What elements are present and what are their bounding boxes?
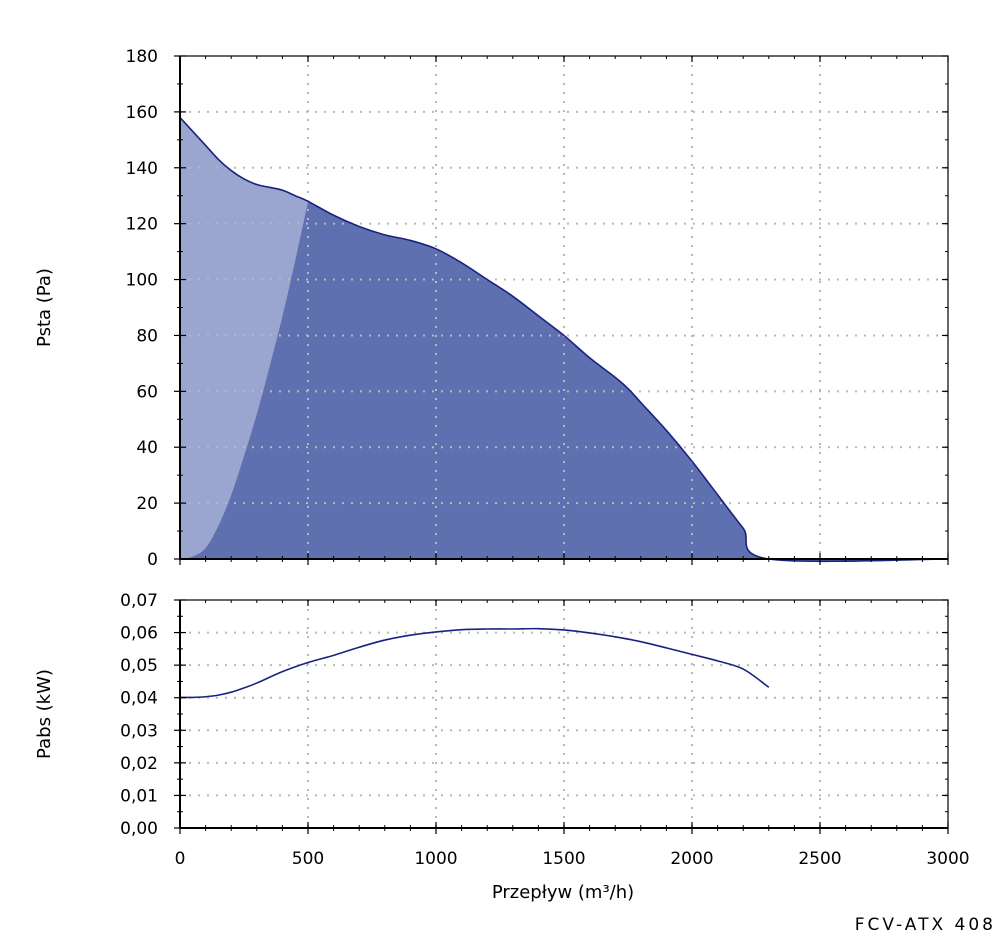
pressure-curve — [179, 116, 949, 563]
power-y-tick-label: 0,00 — [120, 819, 158, 839]
model-label: FCV-ATX 408 — [854, 915, 996, 935]
power-y-axis-title: Pabs (kW) — [34, 669, 55, 759]
pressure-y-tick-label: 60 — [136, 382, 158, 402]
power-x-tick-label: 2500 — [798, 849, 841, 869]
pressure-y-tick-label: 40 — [136, 438, 158, 458]
pressure-y-tick-label: 180 — [126, 47, 158, 67]
power-plot-frame — [179, 599, 949, 829]
pressure-y-axis-title: Psta (Pa) — [34, 268, 55, 347]
power-x-tick-label: 1000 — [414, 849, 457, 869]
power-x-axis-title: Przepływ (m³/h) — [492, 882, 634, 903]
power-x-tick-label: 3000 — [926, 849, 969, 869]
pressure-y-tick-label: 20 — [136, 494, 158, 514]
fan-region-light — [180, 117, 308, 559]
pressure-y-tick-label: 0 — [147, 550, 158, 570]
pressure-y-tick-label: 140 — [126, 159, 158, 179]
pressure-y-tick-label: 160 — [126, 103, 158, 123]
power-y-tick-label: 0,05 — [120, 656, 158, 676]
power-y-tick-label: 0,04 — [120, 689, 158, 709]
power-curve — [179, 627, 770, 699]
power-y-tick-label: 0,06 — [120, 624, 158, 644]
pressure-y-tick-label: 80 — [136, 326, 158, 346]
power-y-tick-label: 0,01 — [120, 786, 158, 806]
power-y-tick-label: 0,07 — [120, 591, 158, 611]
power-x-tick-label: 500 — [292, 849, 324, 869]
pressure-y-tick-label: 100 — [126, 271, 158, 291]
power-x-tick-label: 0 — [175, 849, 186, 869]
power-y-tick-label: 0,02 — [120, 754, 158, 774]
pressure-y-tick-label: 120 — [126, 215, 158, 235]
power-x-tick-label: 1500 — [542, 849, 585, 869]
power-x-tick-label: 2000 — [670, 849, 713, 869]
power-y-tick-label: 0,03 — [120, 721, 158, 741]
